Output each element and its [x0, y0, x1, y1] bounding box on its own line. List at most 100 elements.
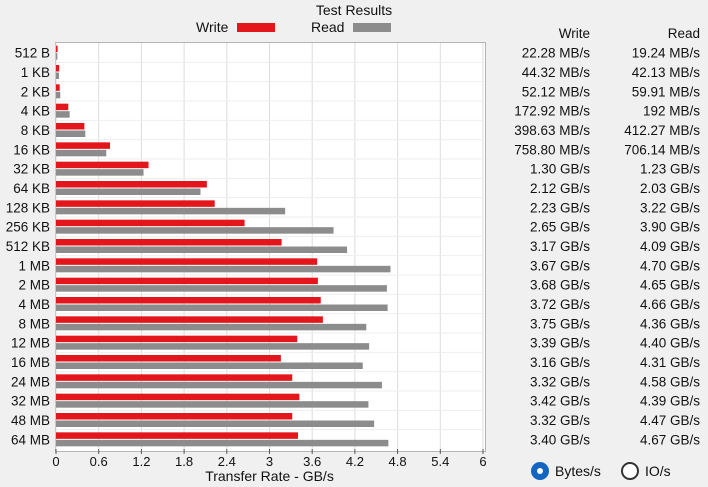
- read-value-label: 4.31 GB/s: [640, 355, 700, 370]
- write-value-label: 1.30 GB/s: [530, 162, 590, 177]
- read-value-label: 706.14 MB/s: [624, 142, 700, 157]
- radio-selected-icon[interactable]: [531, 462, 549, 480]
- write-bar: [56, 200, 215, 207]
- x-tick-label: 1.2: [132, 454, 150, 469]
- write-value-label: 3.39 GB/s: [530, 336, 590, 351]
- write-bar: [56, 316, 323, 323]
- x-tick-label: 0.6: [90, 454, 108, 469]
- write-bar: [56, 277, 318, 285]
- read-bar: [56, 362, 363, 369]
- legend-write-swatch: [237, 22, 276, 32]
- read-bar: [56, 72, 59, 79]
- write-bar: [56, 393, 300, 401]
- x-tick-label: 6: [479, 454, 486, 469]
- write-column-header: Write: [558, 26, 590, 41]
- write-value-label: 22.28 MB/s: [522, 46, 591, 61]
- y-category-label: 8 MB: [18, 316, 50, 331]
- write-bar: [56, 374, 293, 381]
- x-tick-label: 1.8: [175, 454, 193, 469]
- write-bar: [56, 181, 207, 188]
- read-value-label: 192 MB/s: [643, 104, 700, 119]
- read-bar: [56, 227, 334, 234]
- legend-read-label: Read: [311, 19, 345, 35]
- bytes-per-second-label: Bytes/s: [555, 463, 601, 479]
- read-bar: [56, 323, 367, 331]
- read-bar: [56, 207, 286, 215]
- read-bar: [56, 111, 70, 118]
- read-bar: [56, 246, 348, 253]
- radio-unselected-icon[interactable]: [621, 462, 639, 480]
- write-value-label: 3.32 GB/s: [530, 374, 590, 389]
- io-per-second-radio[interactable]: IO/s: [621, 462, 671, 480]
- read-value-label: 4.67 GB/s: [640, 432, 700, 447]
- write-bar: [56, 355, 281, 362]
- read-bar: [56, 149, 107, 157]
- read-value-label: 3.22 GB/s: [640, 200, 700, 215]
- read-value-label: 4.70 GB/s: [640, 258, 700, 273]
- y-category-label: 4 KB: [21, 104, 50, 119]
- write-bar: [56, 65, 60, 72]
- read-bar: [56, 130, 86, 137]
- x-tick-label: 0: [52, 454, 59, 469]
- x-tick-label: 3: [266, 454, 273, 469]
- write-bar: [56, 258, 318, 265]
- y-category-label: 128 KB: [6, 200, 50, 215]
- write-value-label: 2.65 GB/s: [530, 220, 590, 235]
- write-bar: [56, 84, 60, 91]
- read-value-label: 3.90 GB/s: [640, 220, 700, 235]
- read-value-label: 4.65 GB/s: [640, 278, 700, 293]
- write-value-label: 52.12 MB/s: [522, 84, 591, 99]
- read-bar: [56, 285, 387, 292]
- read-value-label: 1.23 GB/s: [640, 162, 700, 177]
- read-value-label: 4.40 GB/s: [640, 336, 700, 351]
- read-bar: [56, 304, 388, 311]
- legend-read: Read: [311, 19, 392, 35]
- y-category-label: 24 MB: [11, 374, 50, 389]
- read-bar: [56, 53, 58, 60]
- read-bar: [56, 381, 382, 389]
- write-value-label: 44.32 MB/s: [522, 65, 591, 80]
- write-value-label: 758.80 MB/s: [514, 142, 590, 157]
- read-value-label: 59.91 MB/s: [632, 84, 701, 99]
- y-category-label: 2 KB: [21, 84, 50, 99]
- io-per-second-label: IO/s: [645, 463, 671, 479]
- write-bar: [56, 123, 85, 130]
- bytes-per-second-radio[interactable]: Bytes/s: [531, 462, 601, 480]
- read-bar: [56, 439, 389, 447]
- write-bar: [56, 103, 69, 111]
- y-category-label: 512 KB: [6, 239, 50, 254]
- write-value-label: 2.23 GB/s: [530, 200, 590, 215]
- y-category-label: 16 KB: [13, 142, 50, 157]
- y-category-label: 32 KB: [13, 162, 50, 177]
- write-value-label: 3.17 GB/s: [530, 239, 590, 254]
- read-value-label: 412.27 MB/s: [624, 123, 700, 138]
- y-category-label: 64 MB: [11, 432, 50, 447]
- write-value-label: 3.40 GB/s: [530, 432, 590, 447]
- y-category-label: 16 MB: [11, 355, 50, 370]
- x-tick-label: 4.8: [389, 454, 407, 469]
- write-value-label: 2.12 GB/s: [530, 181, 590, 196]
- y-category-label: 1 KB: [21, 65, 50, 80]
- y-category-label: 512 B: [15, 46, 50, 61]
- x-tick-label: 3.6: [303, 454, 321, 469]
- write-bar: [56, 219, 245, 227]
- read-bar: [56, 265, 391, 273]
- read-bar: [56, 343, 370, 350]
- read-column-header: Read: [667, 26, 700, 41]
- read-bar: [56, 401, 369, 408]
- write-bar: [56, 432, 298, 439]
- y-category-label: 256 KB: [6, 220, 50, 235]
- read-value-label: 4.66 GB/s: [640, 297, 700, 312]
- read-bar: [56, 420, 375, 427]
- read-value-label: 4.58 GB/s: [640, 374, 700, 389]
- write-value-label: 3.67 GB/s: [530, 258, 590, 273]
- write-bar: [56, 413, 293, 420]
- legend-write: Write: [196, 19, 276, 35]
- y-category-label: 48 MB: [11, 413, 50, 428]
- read-value-label: 19.24 MB/s: [632, 46, 701, 61]
- x-axis-title: Transfer Rate - GB/s: [205, 468, 334, 484]
- write-value-label: 172.92 MB/s: [514, 104, 590, 119]
- read-value-label: 42.13 MB/s: [632, 65, 701, 80]
- y-category-label: 12 MB: [11, 336, 50, 351]
